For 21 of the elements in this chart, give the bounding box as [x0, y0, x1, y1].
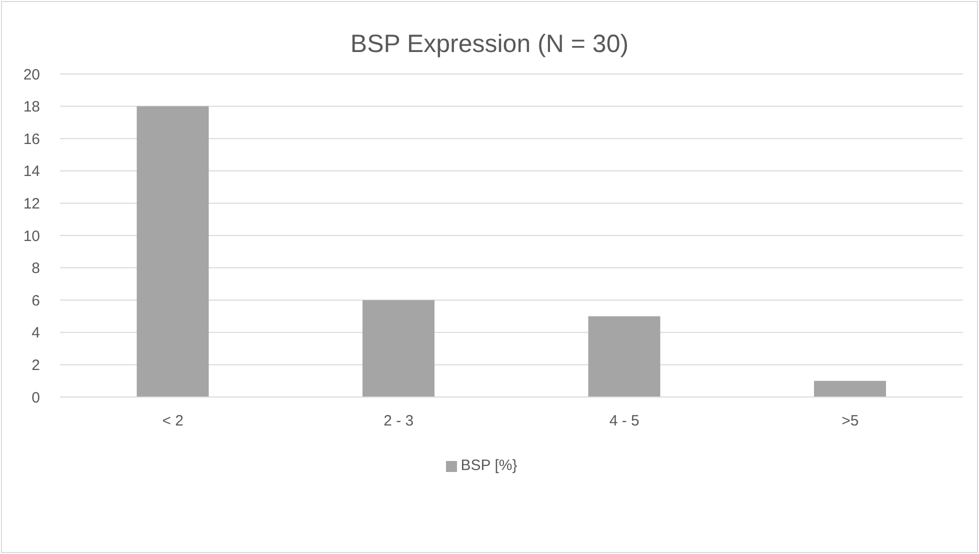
x-tick-label: < 2 [162, 412, 184, 430]
y-tick-label: 4 [32, 324, 40, 342]
y-tick-label: 0 [32, 389, 40, 406]
y-tick-label: 8 [32, 260, 40, 278]
y-tick-label: 18 [23, 98, 40, 116]
x-tick-label: 2 - 3 [384, 412, 414, 430]
legend-label: BSP [%} [460, 457, 518, 474]
y-tick-label: 16 [23, 130, 40, 148]
bar [588, 316, 660, 397]
chart-title: BSP Expression (N = 30) [349, 30, 630, 59]
bar [362, 300, 435, 397]
x-tick-label: >5 [842, 412, 859, 430]
y-tick-label: 20 [23, 66, 40, 84]
y-tick-label: 6 [32, 292, 40, 310]
y-tick-label: 12 [23, 196, 40, 213]
y-tick-label: 14 [23, 163, 40, 180]
bar [136, 106, 209, 397]
x-tick-label: 4 - 5 [609, 412, 640, 430]
y-tick-label: 10 [23, 228, 40, 245]
y-tick-label: 2 [32, 357, 40, 374]
bar [814, 380, 886, 397]
